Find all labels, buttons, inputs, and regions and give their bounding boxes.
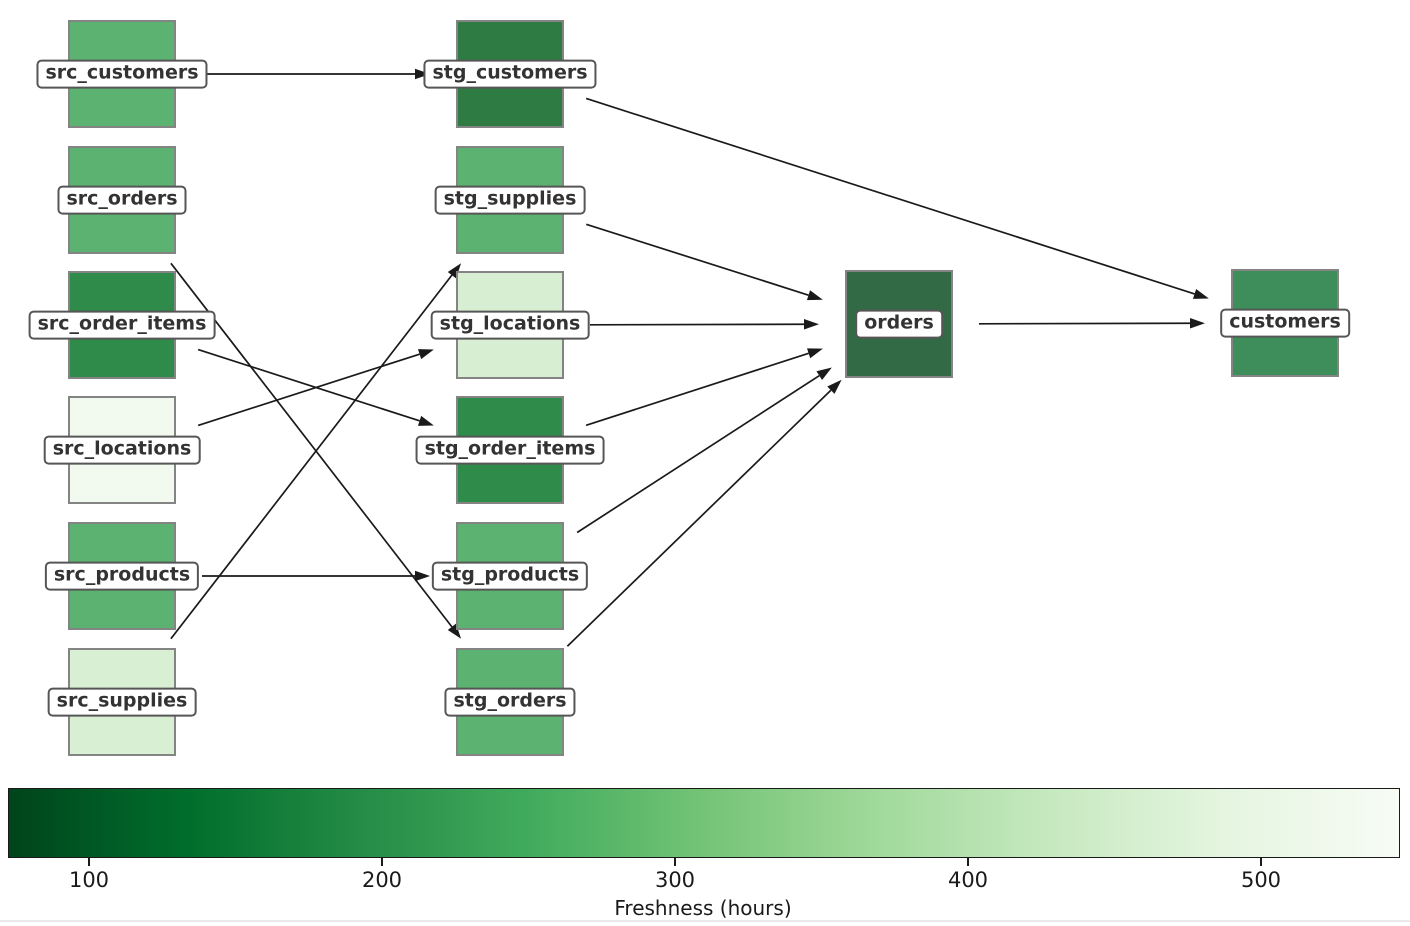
edge-orders-customers	[978, 318, 1206, 329]
colorbar-tick-mark-400	[967, 858, 969, 866]
bottom-rule	[0, 920, 1410, 922]
colorbar-gradient-bar	[8, 788, 1400, 858]
edge-stg_customers-customers	[585, 97, 1209, 299]
edge-stg_supplies-orders	[585, 223, 823, 301]
edge-stg_order_items-orders	[585, 348, 823, 427]
edge-src_products-stg_products	[202, 570, 430, 582]
edge-src_supplies-stg_supplies	[170, 263, 462, 640]
colorbar-tick-mark-500	[1260, 858, 1262, 866]
node-label-customers: customers	[1220, 308, 1350, 338]
node-label-orders: orders	[855, 309, 943, 339]
node-label-stg_order_items: stg_order_items	[415, 435, 605, 465]
colorbar-tick-mark-300	[674, 858, 676, 866]
colorbar-tick-label-100: 100	[68, 868, 110, 892]
colorbar-tick-mark-200	[381, 858, 383, 866]
edge-src_order_items-stg_order_items	[197, 348, 434, 426]
node-label-src_locations: src_locations	[43, 435, 201, 465]
colorbar-tick-label-400: 400	[947, 868, 989, 892]
edge-stg_locations-orders	[589, 319, 820, 330]
colorbar-tick-mark-100	[88, 858, 90, 866]
node-label-stg_customers: stg_customers	[423, 59, 597, 89]
edge-src_customers-stg_customers	[202, 68, 430, 80]
edge-src_orders-stg_orders	[170, 262, 462, 639]
colorbar-tick-label-500: 500	[1240, 868, 1282, 892]
node-label-src_orders: src_orders	[57, 185, 187, 215]
node-label-stg_locations: stg_locations	[430, 310, 590, 340]
edge-stg_products-orders	[576, 367, 832, 534]
colorbar-axis-label: Freshness (hours)	[614, 896, 792, 920]
node-label-stg_products: stg_products	[431, 561, 589, 591]
node-label-src_customers: src_customers	[36, 59, 208, 89]
node-label-src_supplies: src_supplies	[47, 687, 197, 717]
node-label-src_order_items: src_order_items	[28, 310, 216, 340]
node-label-stg_supplies: stg_supplies	[434, 185, 586, 215]
node-label-src_products: src_products	[44, 561, 200, 591]
node-label-stg_orders: stg_orders	[444, 687, 576, 717]
colorbar-tick-label-200: 200	[361, 868, 403, 892]
edge-stg_orders-orders	[566, 379, 842, 647]
colorbar-tick-label-300: 300	[654, 868, 696, 892]
